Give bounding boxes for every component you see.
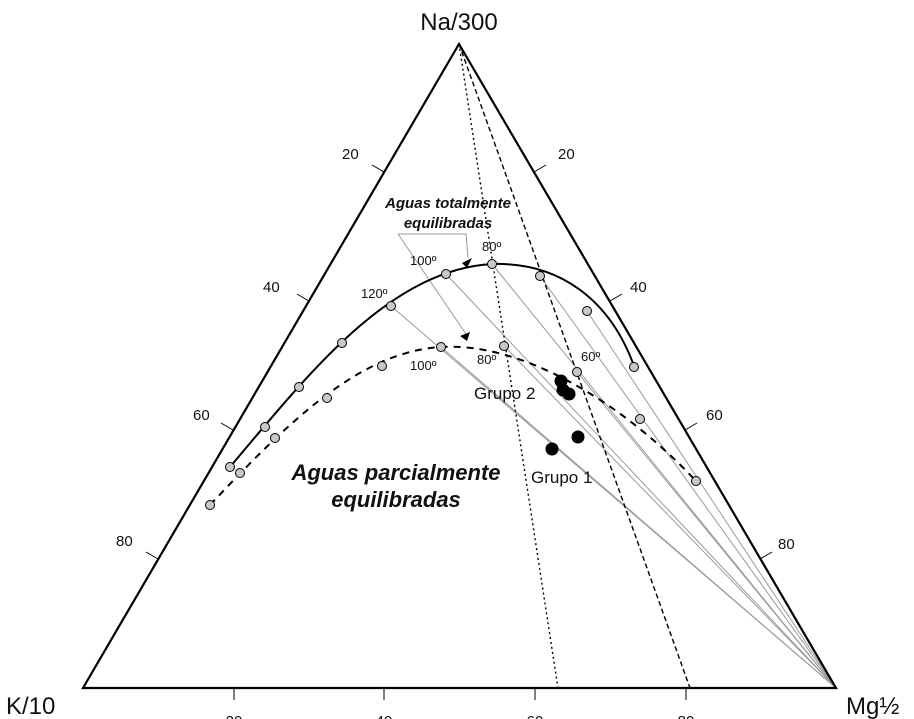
isotherm-line-100-full [445, 273, 837, 689]
tick-left-60 [220, 422, 234, 431]
tick-label-bottom-40: 40 [376, 713, 393, 719]
full-eq-point [294, 382, 304, 392]
pointer-line-total-left [398, 233, 469, 259]
full-eq-point [337, 338, 347, 348]
arrowhead-partial-icon [460, 332, 470, 341]
tick-right-20 [533, 164, 547, 173]
isotherm-lines [390, 263, 837, 689]
partial-eq-point [377, 361, 387, 371]
full-eq-point [582, 306, 592, 316]
dotted-reference-line [458, 43, 559, 689]
tick-right-60 [684, 422, 698, 431]
isotherm-line-80-part [503, 345, 837, 689]
tick-label-left-20: 20 [342, 146, 359, 163]
temp-label-part-100: 100º [410, 358, 437, 373]
partial-eq-point [235, 468, 245, 478]
vertex-label-right: Mg½ [846, 693, 899, 719]
isotherm-line-100-part [440, 346, 837, 689]
full-equilibrium-points [225, 259, 639, 472]
partial-eq-point [270, 433, 280, 443]
temp-label-full-100: 100º [410, 253, 437, 268]
arrowhead-full-icon [462, 258, 472, 268]
full-eq-point [386, 301, 396, 311]
tick-label-left-60: 60 [193, 407, 210, 424]
full-eq-point [441, 269, 451, 279]
label-pointer-lines [397, 233, 469, 335]
temp-label-part-80: 80º [477, 352, 496, 367]
partial-eq-point [205, 500, 215, 510]
pointer-line-total-down [397, 233, 467, 335]
partial-eq-point [572, 367, 582, 377]
tick-left-20 [371, 164, 385, 173]
tick-left-40 [296, 293, 310, 302]
vertex-label-top: Na/300 [420, 9, 497, 36]
label-total-line1: Aguas totalmente [384, 195, 511, 212]
temp-label-part-60: 60º [581, 349, 600, 364]
sample-point-grupo1 [571, 430, 585, 444]
vertex-label-left: K/10 [6, 693, 55, 719]
label-partial-line2: equilibradas [331, 487, 461, 512]
group-label-2: Grupo 2 [474, 384, 535, 403]
sample-point-grupo1 [545, 442, 559, 456]
full-eq-point [260, 422, 270, 432]
isotherm-line-70-full [539, 275, 837, 689]
isotherm-line-60-part [576, 371, 837, 689]
reference-lines [458, 43, 691, 689]
sample-points [545, 374, 585, 456]
full-eq-point [629, 362, 639, 372]
temp-label-full-120: 120º [361, 286, 388, 301]
tick-label-right-80: 80 [778, 536, 795, 553]
tick-label-bottom-80: 80 [678, 713, 695, 719]
full-eq-point [535, 271, 545, 281]
partial-eq-point [691, 476, 701, 486]
dashed-reference-line [458, 43, 691, 689]
partial-eq-point [499, 341, 509, 351]
tick-label-left-40: 40 [263, 279, 280, 296]
full-eq-point [487, 259, 497, 269]
partial-equilibrium-points [205, 341, 701, 510]
tick-right-80 [759, 551, 773, 560]
tick-label-right-40: 40 [630, 279, 647, 296]
tick-marks [145, 164, 773, 700]
tick-label-left-80: 80 [116, 533, 133, 550]
tick-label-bottom-60: 60 [527, 713, 544, 719]
ternary-triangle [81, 41, 838, 690]
partial-eq-point [436, 342, 446, 352]
tick-left-80 [145, 551, 159, 560]
tick-label-bottom-20: 20 [226, 713, 243, 719]
label-partial-line1: Aguas parcialmente [290, 460, 500, 485]
tick-label-right-60: 60 [706, 407, 723, 424]
tick-label-right-20: 20 [558, 146, 575, 163]
sample-point-grupo2 [562, 387, 576, 401]
partial-eq-point [322, 393, 332, 403]
label-total-line2: equilibradas [404, 215, 492, 232]
partial-eq-point [635, 414, 645, 424]
temp-label-full-80: 80º [482, 239, 501, 254]
full-eq-point [225, 462, 235, 472]
group-label-1: Grupo 1 [531, 468, 592, 487]
isotherm-line-60-full [586, 310, 837, 689]
tick-right-40 [609, 293, 623, 302]
